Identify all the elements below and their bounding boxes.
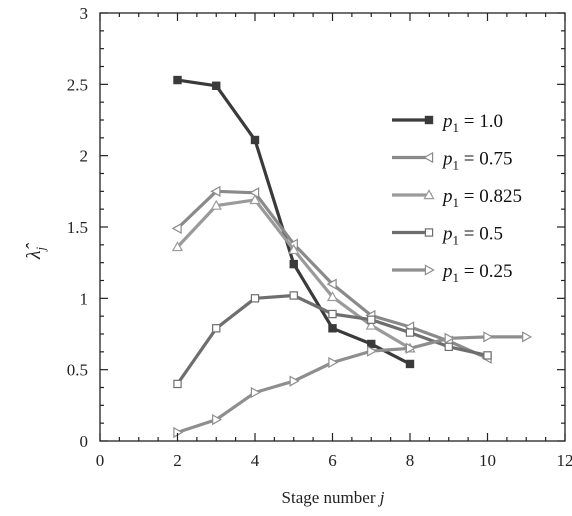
series-layer xyxy=(171,75,533,439)
data-point xyxy=(212,81,221,90)
x-tick-label: 8 xyxy=(406,451,415,470)
legend-marker xyxy=(424,115,434,125)
y-tick-label: 0.5 xyxy=(67,361,88,380)
y-tick-label: 1 xyxy=(80,289,89,308)
axes-layer xyxy=(99,12,566,442)
legend-marker xyxy=(423,189,435,200)
series-line xyxy=(176,335,527,434)
data-point xyxy=(328,324,337,333)
data-point xyxy=(250,135,260,145)
legend-label: p1 = 0.825 xyxy=(441,186,522,210)
data-point xyxy=(405,359,415,369)
x-tick-label: 10 xyxy=(479,451,496,470)
legend-marker xyxy=(423,151,434,164)
data-point xyxy=(522,331,533,343)
data-point xyxy=(367,315,376,324)
y-tick-label: 1.5 xyxy=(67,218,88,237)
x-tick-label: 0 xyxy=(96,451,105,470)
x-tick-label: 12 xyxy=(557,451,572,470)
data-point xyxy=(289,259,298,269)
data-point xyxy=(328,309,337,319)
data-point xyxy=(249,194,261,205)
legend-label: p1 = 1.0 xyxy=(441,111,503,135)
legend-marker xyxy=(424,264,435,276)
data-point xyxy=(444,332,455,344)
data-point xyxy=(171,241,184,252)
tick-labels: 0 2 4 6 8 10 12 0 0.5 1 1.5 2 2.5 3 xyxy=(67,4,572,470)
legend-label: p1 = 0.75 xyxy=(441,149,512,173)
series-line xyxy=(176,189,489,360)
legend-label: p1 = 0.25 xyxy=(441,261,512,285)
data-point xyxy=(210,185,221,197)
x-tick-label: 4 xyxy=(251,451,260,470)
series-4 xyxy=(173,331,533,439)
data-point xyxy=(367,339,376,349)
data-point xyxy=(210,199,222,210)
y-tick-label: 3 xyxy=(80,4,89,23)
x-axis-title: Stage number j xyxy=(282,488,385,507)
legend-label: p1 = 0.5 xyxy=(441,224,503,248)
data-point xyxy=(288,244,300,255)
legend: p1 = 1.0 p1 = 0.75 p1 = 0.825 p1 = 0.5 p1 = … xyxy=(392,111,522,285)
legend-item-0: p1 = 1.0 xyxy=(392,111,503,135)
data-point xyxy=(212,324,221,333)
data-point xyxy=(365,319,377,330)
data-point xyxy=(444,342,453,352)
data-point xyxy=(171,222,182,235)
data-point xyxy=(483,331,494,343)
legend-item-3: p1 = 0.5 xyxy=(392,224,503,248)
legend-marker xyxy=(424,228,434,237)
data-point xyxy=(250,386,261,399)
data-point xyxy=(173,379,182,389)
y-tick-label: 2.5 xyxy=(67,75,88,94)
data-point xyxy=(289,375,300,387)
data-point xyxy=(289,291,298,300)
legend-item-4: p1 = 0.25 xyxy=(392,261,512,285)
data-point xyxy=(212,413,223,426)
legend-item-2: p1 = 0.825 xyxy=(392,186,522,210)
data-point xyxy=(328,356,339,369)
series-0 xyxy=(173,75,415,369)
data-point xyxy=(367,345,378,357)
data-point xyxy=(173,75,182,85)
data-point xyxy=(483,351,492,360)
legend-item-1: p1 = 0.75 xyxy=(392,149,512,173)
y-tick-label: 0 xyxy=(80,432,89,451)
data-point xyxy=(250,294,260,303)
x-tick-label: 6 xyxy=(328,451,337,470)
y-axis-title-text: λ̂j xyxy=(23,242,48,260)
x-tick-label: 2 xyxy=(173,451,182,470)
data-point xyxy=(326,291,339,302)
series-2 xyxy=(171,194,416,353)
y-tick-label: 2 xyxy=(80,147,89,166)
data-point xyxy=(405,342,416,354)
y-axis-title: λ̂j xyxy=(23,242,48,260)
data-point xyxy=(326,278,337,290)
data-point xyxy=(405,328,415,337)
